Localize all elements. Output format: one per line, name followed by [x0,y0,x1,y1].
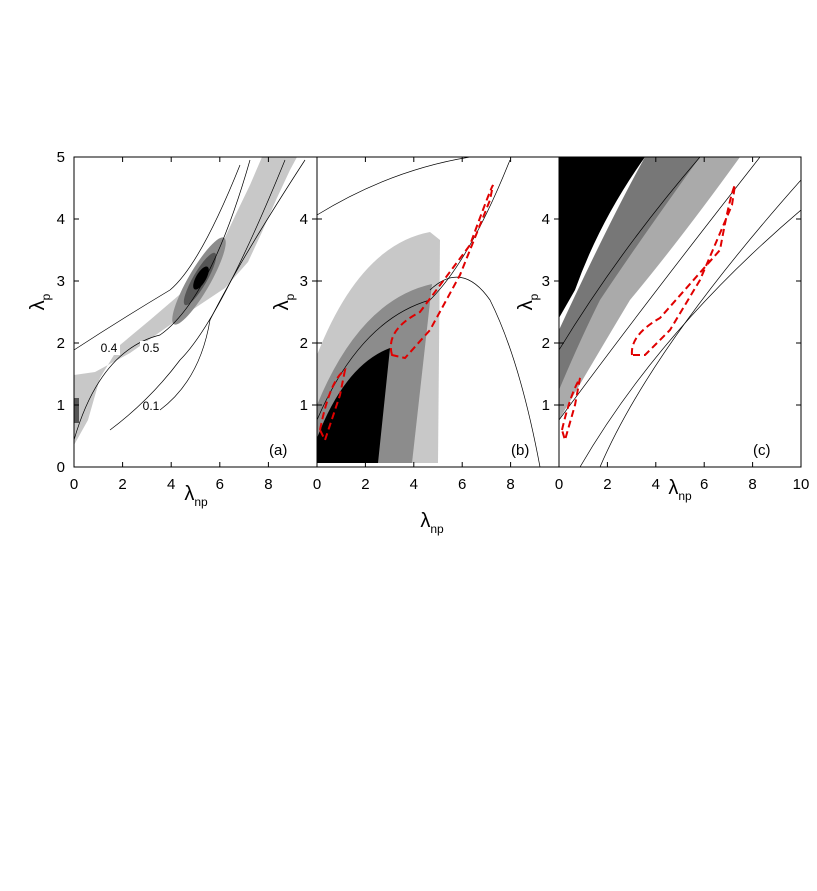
y-tick-label: 4 [300,211,308,228]
x-tick-label: 4 [167,476,175,493]
x-axis-symbol: λ [668,477,678,499]
y-axis-subscript: p [527,293,541,300]
contour-label: 0.1 [143,399,160,413]
y-axis-symbol: λ [515,300,537,310]
y-axis-subscript: p [283,293,297,300]
contour-label: 0.4 [101,341,118,355]
x-tick-label: 2 [118,476,126,493]
x-tick-label: 2 [361,476,369,493]
x-tick-label: 10 [793,476,810,493]
x-axis-label: λnp [668,477,692,503]
x-axis-label: λnp [184,483,208,509]
y-tick-label: 3 [300,273,308,290]
x-tick-label: 4 [410,476,418,493]
contour-a [74,157,306,445]
y-axis-label: λp [515,293,541,310]
x-tick-label: 8 [264,476,272,493]
y-tick-label: 5 [57,149,65,166]
x-axis-label: λnp [420,510,444,536]
y-tick-label: 2 [300,335,308,352]
y-axis-label: λp [271,293,297,310]
x-tick-label: 8 [748,476,756,493]
x-tick-label: 6 [216,476,224,493]
x-axis-subscript: np [194,495,208,509]
contour-c [559,157,801,467]
x-tick-label: 0 [70,476,78,493]
y-tick-label: 2 [57,335,65,352]
panel-label: (b) [511,442,529,459]
y-tick-label: 4 [542,211,550,228]
x-axis-symbol: λ [184,483,194,505]
x-axis-subscript: np [678,489,692,503]
x-tick-label: 0 [555,476,563,493]
contour-b [317,157,541,467]
y-tick-label: 1 [57,397,65,414]
panel-label: (a) [269,442,287,459]
y-tick-label: 3 [57,273,65,290]
x-tick-label: 6 [458,476,466,493]
x-tick-label: 8 [506,476,514,493]
y-tick-label: 3 [542,273,550,290]
x-tick-label: 2 [603,476,611,493]
contour-label: 0.5 [143,341,160,355]
x-tick-label: 0 [313,476,321,493]
y-axis-symbol: λ [27,300,49,310]
panel-label: (c) [753,442,771,459]
y-tick-label: 0 [57,459,65,476]
x-axis-symbol: λ [420,510,430,532]
y-tick-label: 1 [542,397,550,414]
y-axis-symbol: λ [271,300,293,310]
x-tick-label: 6 [700,476,708,493]
y-tick-label: 4 [57,211,65,228]
y-tick-label: 1 [300,397,308,414]
axes-frame [73,156,318,468]
x-tick-label: 4 [652,476,660,493]
x-axis-subscript: np [430,522,444,536]
y-axis-label: λp [27,293,53,310]
y-tick-label: 2 [542,335,550,352]
axes-frame [558,156,802,468]
y-axis-subscript: p [39,293,53,300]
